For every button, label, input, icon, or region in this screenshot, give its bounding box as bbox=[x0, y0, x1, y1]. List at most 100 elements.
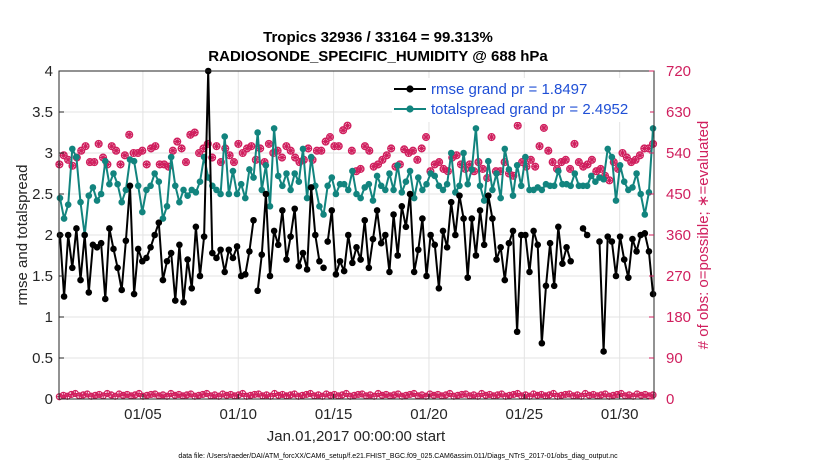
rmse-marker bbox=[134, 245, 142, 253]
totalspread-marker bbox=[349, 167, 356, 175]
totalspread-marker bbox=[571, 170, 579, 177]
obs-bottom-evaluated-marker bbox=[586, 392, 593, 399]
obs-evaluated-marker bbox=[592, 167, 600, 175]
obs-bottom-evaluated-marker bbox=[610, 392, 617, 399]
rmse-marker bbox=[118, 286, 126, 294]
totalspread-marker bbox=[629, 184, 636, 191]
obs-evaluated-marker bbox=[409, 147, 417, 155]
axis-ticks: 0 0.5 1 1.5 2 2.5 3 3.5 4 0 90 180 270 360 450 540 630 72… bbox=[32, 63, 691, 423]
totalspread-marker bbox=[184, 192, 191, 199]
obs-evaluated-marker bbox=[147, 144, 155, 152]
rmse-marker bbox=[505, 239, 513, 247]
y-tick-label-right: 630 bbox=[666, 104, 691, 121]
obs-evaluated-marker bbox=[330, 142, 338, 150]
obs-evaluated-marker bbox=[199, 144, 207, 152]
obs-bottom-evaluated-marker bbox=[88, 393, 95, 400]
totalspread-marker bbox=[493, 170, 500, 177]
totalspread-marker bbox=[279, 182, 286, 190]
rmse-marker bbox=[101, 295, 109, 303]
obs-evaluated-marker bbox=[317, 147, 325, 155]
obs-evaluated-marker bbox=[405, 149, 413, 157]
rmse-marker bbox=[641, 230, 649, 237]
obs-bottom-evaluated-marker bbox=[426, 390, 433, 397]
rmse-marker bbox=[633, 248, 640, 255]
totalspread-marker bbox=[386, 170, 393, 177]
rmse-marker bbox=[180, 298, 187, 306]
x-tick-label: 01/20 bbox=[410, 406, 448, 423]
totalspread-marker bbox=[382, 186, 389, 194]
obs-bottom-evaluated-marker bbox=[434, 391, 441, 398]
rmse-marker bbox=[394, 252, 401, 259]
obs-bottom-evaluated-marker bbox=[482, 392, 489, 399]
rmse-marker bbox=[320, 264, 327, 272]
totalspread-marker bbox=[604, 145, 612, 153]
rmse-marker bbox=[246, 248, 253, 255]
rmse-marker bbox=[538, 339, 546, 347]
totalspread-marker bbox=[147, 182, 154, 190]
rmse-marker bbox=[596, 238, 603, 245]
totalspread-marker bbox=[402, 178, 410, 185]
y-tick-label-left: 4 bbox=[45, 63, 53, 80]
x-tick-label: 01/30 bbox=[601, 406, 639, 423]
obs-evaluated-marker bbox=[204, 140, 212, 148]
totalspread-marker bbox=[139, 208, 146, 216]
obs-evaluated-marker bbox=[378, 156, 386, 164]
rmse-marker bbox=[435, 285, 443, 292]
rmse-marker bbox=[287, 233, 294, 240]
obs-bottom-evaluated-marker bbox=[594, 392, 601, 399]
x-tick-label: 01/15 bbox=[315, 406, 353, 423]
totalspread-marker bbox=[241, 194, 249, 202]
totalspread-marker bbox=[480, 197, 488, 204]
obs-evaluated-marker bbox=[343, 122, 351, 130]
totalspread-marker bbox=[567, 182, 574, 190]
obs-bottom-evaluated-marker bbox=[339, 391, 346, 398]
obs-bottom-evaluated-marker bbox=[259, 392, 266, 399]
legend: rmse grand pr = 1.8497 totalspread grand… bbox=[392, 78, 650, 122]
totalspread-marker bbox=[472, 125, 480, 132]
rmse-marker bbox=[579, 225, 587, 232]
totalspread-marker bbox=[460, 149, 467, 157]
obs-evaluated-marker bbox=[130, 149, 138, 157]
totalspread-marker bbox=[538, 186, 546, 194]
obs-bottom-evaluated-marker bbox=[522, 391, 529, 398]
obs-evaluated-marker bbox=[588, 156, 596, 164]
y-tick-label-right: 90 bbox=[666, 350, 683, 367]
obs-bottom-evaluated-marker bbox=[606, 393, 613, 400]
totalspread-marker bbox=[176, 198, 183, 206]
obs-evaluated-marker bbox=[295, 158, 303, 166]
totalspread-marker bbox=[93, 197, 101, 204]
totalspread-marker bbox=[237, 180, 245, 188]
totalspread-marker bbox=[122, 186, 130, 194]
rmse-marker bbox=[122, 237, 130, 245]
rmse-marker bbox=[184, 256, 191, 263]
y-tick-label-left: 1.5 bbox=[32, 268, 53, 285]
rmse-marker bbox=[291, 205, 299, 213]
totalspread-marker bbox=[555, 167, 562, 175]
totalspread-marker bbox=[456, 182, 463, 190]
totalspread-marker bbox=[283, 170, 290, 177]
obs-evaluated-marker bbox=[557, 158, 565, 166]
y-tick-label-left: 2.5 bbox=[32, 186, 53, 203]
obs-bottom-evaluated-marker bbox=[494, 391, 501, 398]
obs-evaluated-marker bbox=[60, 151, 68, 159]
totalspread-marker bbox=[587, 172, 595, 180]
rmse-marker bbox=[69, 264, 76, 272]
obs-bottom-evaluated-marker bbox=[534, 392, 541, 399]
obs-evaluated-marker bbox=[247, 142, 255, 150]
obs-evaluated-marker bbox=[457, 160, 465, 168]
obs-bottom-evaluated-marker bbox=[275, 392, 282, 399]
obs-bottom-evaluated-marker bbox=[399, 393, 406, 400]
obs-bottom-evaluated-marker bbox=[391, 391, 398, 398]
obs-bottom-evaluated-marker bbox=[68, 391, 75, 398]
rmse-marker bbox=[567, 257, 574, 265]
obs-bottom-evaluated-marker bbox=[383, 391, 390, 398]
obs-evaluated-marker bbox=[160, 160, 168, 168]
rmse-marker bbox=[274, 241, 282, 249]
rmse-marker bbox=[279, 207, 286, 214]
obs-bottom-evaluated-marker bbox=[626, 391, 633, 398]
rmse-marker bbox=[60, 293, 68, 300]
rmse-marker bbox=[262, 190, 270, 198]
rmse-marker bbox=[328, 207, 336, 214]
obs-bottom-evaluated-marker bbox=[558, 392, 565, 399]
totalspread-marker bbox=[332, 190, 340, 198]
